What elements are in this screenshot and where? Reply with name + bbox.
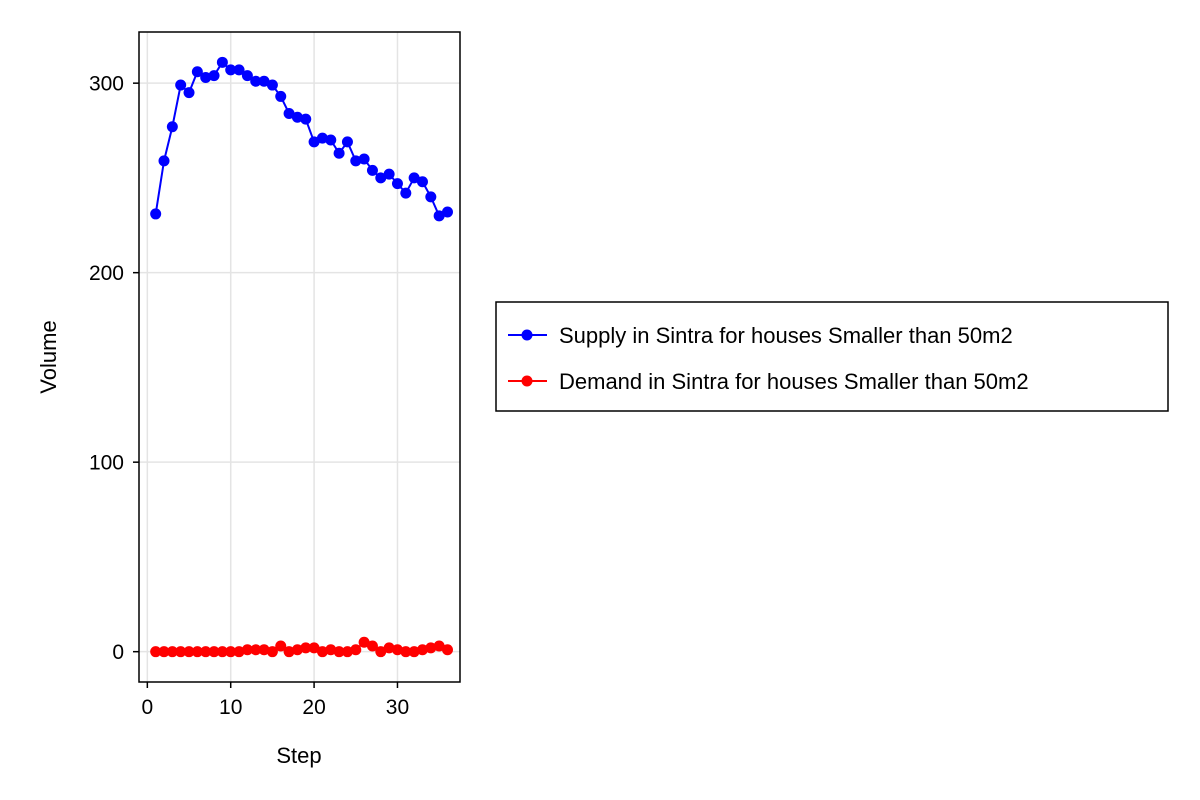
y-tick-label: 0 <box>112 641 124 664</box>
x-tick-label: 30 <box>386 696 409 719</box>
data-point-demand <box>341 646 353 658</box>
data-point-demand <box>316 646 328 658</box>
x-tick-label: 0 <box>141 696 153 719</box>
data-point-supply <box>300 113 312 125</box>
data-point-demand <box>291 644 303 656</box>
data-point-demand <box>191 646 203 658</box>
data-point-demand <box>441 644 453 656</box>
data-point-supply <box>291 111 303 123</box>
data-point-supply <box>441 206 453 218</box>
legend: Supply in Sintra for houses Smaller than… <box>495 301 1169 412</box>
data-point-supply <box>391 178 403 190</box>
data-point-demand <box>350 644 362 656</box>
data-point-demand <box>408 646 420 658</box>
data-point-supply <box>258 75 270 87</box>
data-point-demand <box>300 642 312 654</box>
data-point-demand <box>283 646 295 658</box>
data-point-supply <box>266 79 278 91</box>
data-point-demand <box>258 644 270 656</box>
data-point-demand <box>183 646 195 658</box>
data-point-supply <box>233 64 245 76</box>
data-point-demand <box>216 646 228 658</box>
data-point-supply <box>400 187 412 199</box>
data-point-supply <box>183 87 195 99</box>
x-axis-title: Step <box>276 743 321 768</box>
data-point-supply <box>341 136 353 148</box>
data-point-supply <box>375 172 387 184</box>
data-point-supply <box>175 79 187 91</box>
data-point-demand <box>308 642 320 654</box>
data-point-demand <box>250 644 262 656</box>
data-point-supply <box>358 153 370 165</box>
grid-lines <box>139 32 460 682</box>
data-point-demand <box>325 644 337 656</box>
data-point-demand <box>233 646 245 658</box>
data-point-supply <box>150 208 162 220</box>
data-point-supply <box>408 172 420 184</box>
data-point-supply <box>200 71 212 83</box>
series-layer <box>150 56 453 658</box>
x-tick-label: 10 <box>219 696 242 719</box>
data-point-supply <box>275 90 287 102</box>
data-point-demand <box>150 646 162 658</box>
data-point-demand <box>391 644 403 656</box>
data-point-supply <box>250 75 262 87</box>
data-point-supply <box>325 134 337 146</box>
data-point-supply <box>308 136 320 148</box>
data-point-supply <box>333 147 345 159</box>
legend-label-demand: Demand in Sintra for houses Smaller than… <box>559 369 1029 394</box>
data-point-demand <box>416 644 428 656</box>
data-point-demand <box>200 646 212 658</box>
data-point-supply <box>283 107 295 119</box>
data-point-demand <box>333 646 345 658</box>
data-point-demand <box>241 644 253 656</box>
x-tick-label: 20 <box>302 696 325 719</box>
data-point-demand <box>266 646 278 658</box>
legend-swatch-marker-supply <box>521 329 533 341</box>
y-tick-label: 100 <box>89 452 124 475</box>
data-point-demand <box>433 640 445 652</box>
data-point-supply <box>225 64 237 76</box>
y-axis-title: Volume <box>36 320 61 393</box>
data-point-supply <box>433 210 445 222</box>
data-point-demand <box>208 646 220 658</box>
data-point-demand <box>400 646 412 658</box>
data-point-supply <box>216 56 228 68</box>
y-tick-label: 200 <box>89 262 124 285</box>
data-point-supply <box>366 164 378 176</box>
data-point-demand <box>166 646 178 658</box>
data-point-supply <box>191 66 203 78</box>
data-point-demand <box>225 646 237 658</box>
legend-swatch-marker-demand <box>521 375 533 387</box>
data-point-supply <box>383 168 395 180</box>
plot-frame <box>138 31 461 683</box>
data-point-supply <box>166 121 178 133</box>
data-point-demand <box>158 646 170 658</box>
data-point-supply <box>316 132 328 144</box>
data-point-supply <box>350 155 362 167</box>
data-point-demand <box>375 646 387 658</box>
data-point-demand <box>383 642 395 654</box>
data-point-supply <box>158 155 170 167</box>
y-tick-label: 300 <box>89 73 124 96</box>
data-point-supply <box>416 176 428 188</box>
data-point-supply <box>208 70 220 82</box>
data-point-demand <box>358 636 370 648</box>
data-point-demand <box>275 640 287 652</box>
data-point-supply <box>425 191 437 203</box>
data-point-demand <box>175 646 187 658</box>
data-point-demand <box>425 642 437 654</box>
data-point-supply <box>241 70 253 82</box>
data-point-demand <box>366 640 378 652</box>
legend-box <box>495 301 1169 412</box>
legend-label-supply: Supply in Sintra for houses Smaller than… <box>559 323 1013 348</box>
